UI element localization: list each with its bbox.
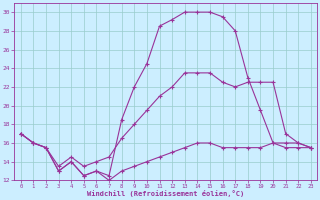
X-axis label: Windchill (Refroidissement éolien,°C): Windchill (Refroidissement éolien,°C): [87, 190, 244, 197]
